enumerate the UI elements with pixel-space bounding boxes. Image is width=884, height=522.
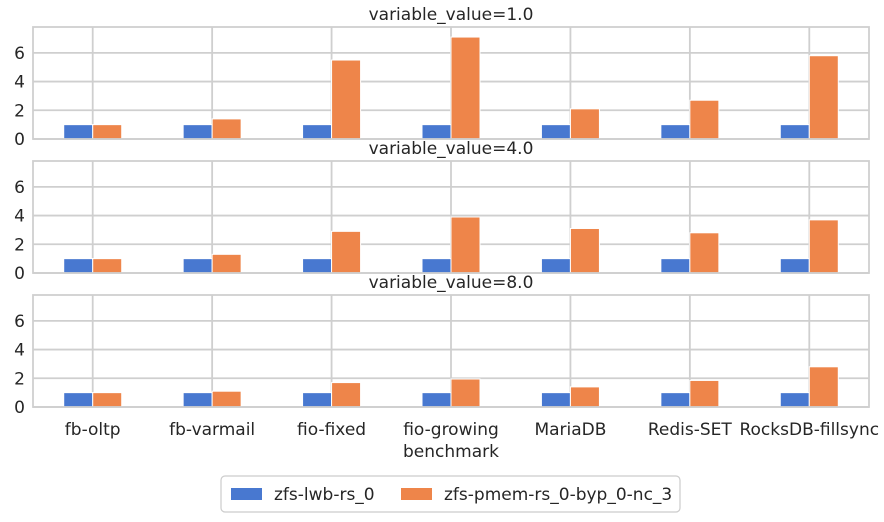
y-tick-label: 0 <box>14 264 25 284</box>
bar-zfs-lwb-fb-oltp <box>63 392 94 408</box>
bar-zfs-pmem-mariadb <box>569 108 600 140</box>
bar-zfs-pmem-rocksdb-fillsync <box>808 219 839 274</box>
bar-zfs-pmem-mariadb <box>569 386 600 408</box>
bar-zfs-pmem-fio-fixed <box>331 382 362 408</box>
bar-zfs-pmem-redis-set <box>689 379 720 408</box>
legend-box <box>220 475 681 513</box>
y-tick-label: 6 <box>14 312 25 332</box>
bar-zfs-pmem-fb-oltp <box>92 258 123 274</box>
bar-zfs-lwb-fb-varmail <box>182 392 213 408</box>
bar-zfs-lwb-redis-set <box>660 258 691 274</box>
bar-zfs-lwb-fio-growing <box>421 258 452 274</box>
x-tick-label: fb-oltp <box>65 420 121 440</box>
bar-zfs-lwb-rocksdb-fillsync <box>779 258 810 274</box>
legend-label: zfs-pmem-rs_0-byp_0-nc_3 <box>444 485 672 505</box>
bar-zfs-pmem-redis-set <box>689 99 720 140</box>
panel-title: variable_value=8.0 <box>369 273 534 293</box>
bar-zfs-lwb-fio-growing <box>421 392 452 408</box>
bar-zfs-pmem-fb-varmail <box>211 118 242 140</box>
plot-frame <box>32 160 870 274</box>
y-tick-label: 4 <box>14 73 25 93</box>
bar-zfs-pmem-fio-growing <box>450 378 481 408</box>
panel-title: variable_value=1.0 <box>369 5 534 25</box>
plot-frame <box>32 294 870 408</box>
bar-zfs-lwb-fio-fixed <box>302 392 333 408</box>
x-tick-label: fio-growing <box>403 420 499 440</box>
bar-zfs-pmem-fb-oltp <box>92 124 123 140</box>
x-tick-label: MariaDB <box>534 420 606 440</box>
bar-zfs-lwb-redis-set <box>660 392 691 408</box>
legend-label: zfs-lwb-rs_0 <box>274 485 375 505</box>
legend-swatch <box>401 488 432 500</box>
bar-zfs-lwb-fio-fixed <box>302 258 333 274</box>
bar-zfs-lwb-mariadb <box>540 392 571 408</box>
bar-zfs-pmem-rocksdb-fillsync <box>808 366 839 408</box>
bar-zfs-lwb-fio-fixed <box>302 124 333 140</box>
bar-zfs-pmem-fb-varmail <box>211 253 242 274</box>
bar-zfs-lwb-redis-set <box>660 124 691 140</box>
bar-zfs-pmem-redis-set <box>689 232 720 274</box>
bar-zfs-lwb-mariadb <box>540 258 571 274</box>
bar-zfs-lwb-fio-growing <box>421 124 452 140</box>
x-tick-label: Redis-SET <box>648 420 733 440</box>
bar-zfs-pmem-fio-fixed <box>331 230 362 274</box>
x-axis-label: benchmark <box>403 442 499 462</box>
bar-zfs-lwb-fb-oltp <box>63 124 94 140</box>
y-tick-label: 4 <box>14 207 25 227</box>
x-tick-label: fio-fixed <box>297 420 366 440</box>
legend-swatch <box>231 488 262 500</box>
x-tick-label: RocksDB-fillsync <box>739 420 879 440</box>
y-tick-label: 6 <box>14 44 25 64</box>
y-tick-label: 2 <box>14 235 25 255</box>
bar-zfs-lwb-mariadb <box>540 124 571 140</box>
y-tick-label: 0 <box>14 398 25 418</box>
y-tick-label: 6 <box>14 178 25 198</box>
bar-zfs-pmem-fio-growing <box>450 216 481 274</box>
bar-zfs-lwb-fb-oltp <box>63 258 94 274</box>
y-tick-label: 4 <box>14 341 25 361</box>
bar-zfs-lwb-fb-varmail <box>182 258 213 274</box>
bar-zfs-lwb-rocksdb-fillsync <box>779 124 810 140</box>
bar-zfs-pmem-mariadb <box>569 227 600 274</box>
panel-title: variable_value=4.0 <box>369 139 534 159</box>
y-tick-label: 2 <box>14 101 25 121</box>
bar-zfs-pmem-fio-fixed <box>331 59 362 140</box>
bar-zfs-pmem-fio-growing <box>450 36 481 140</box>
x-tick-label: fb-varmail <box>169 420 255 440</box>
bar-zfs-pmem-fb-varmail <box>211 390 242 408</box>
bar-zfs-pmem-rocksdb-fillsync <box>808 55 839 140</box>
y-tick-label: 0 <box>14 130 25 150</box>
bar-zfs-pmem-fb-oltp <box>92 392 123 408</box>
y-tick-label: 2 <box>14 369 25 389</box>
plot-frame <box>32 26 870 140</box>
bar-zfs-lwb-rocksdb-fillsync <box>779 392 810 408</box>
bar-zfs-lwb-fb-varmail <box>182 124 213 140</box>
